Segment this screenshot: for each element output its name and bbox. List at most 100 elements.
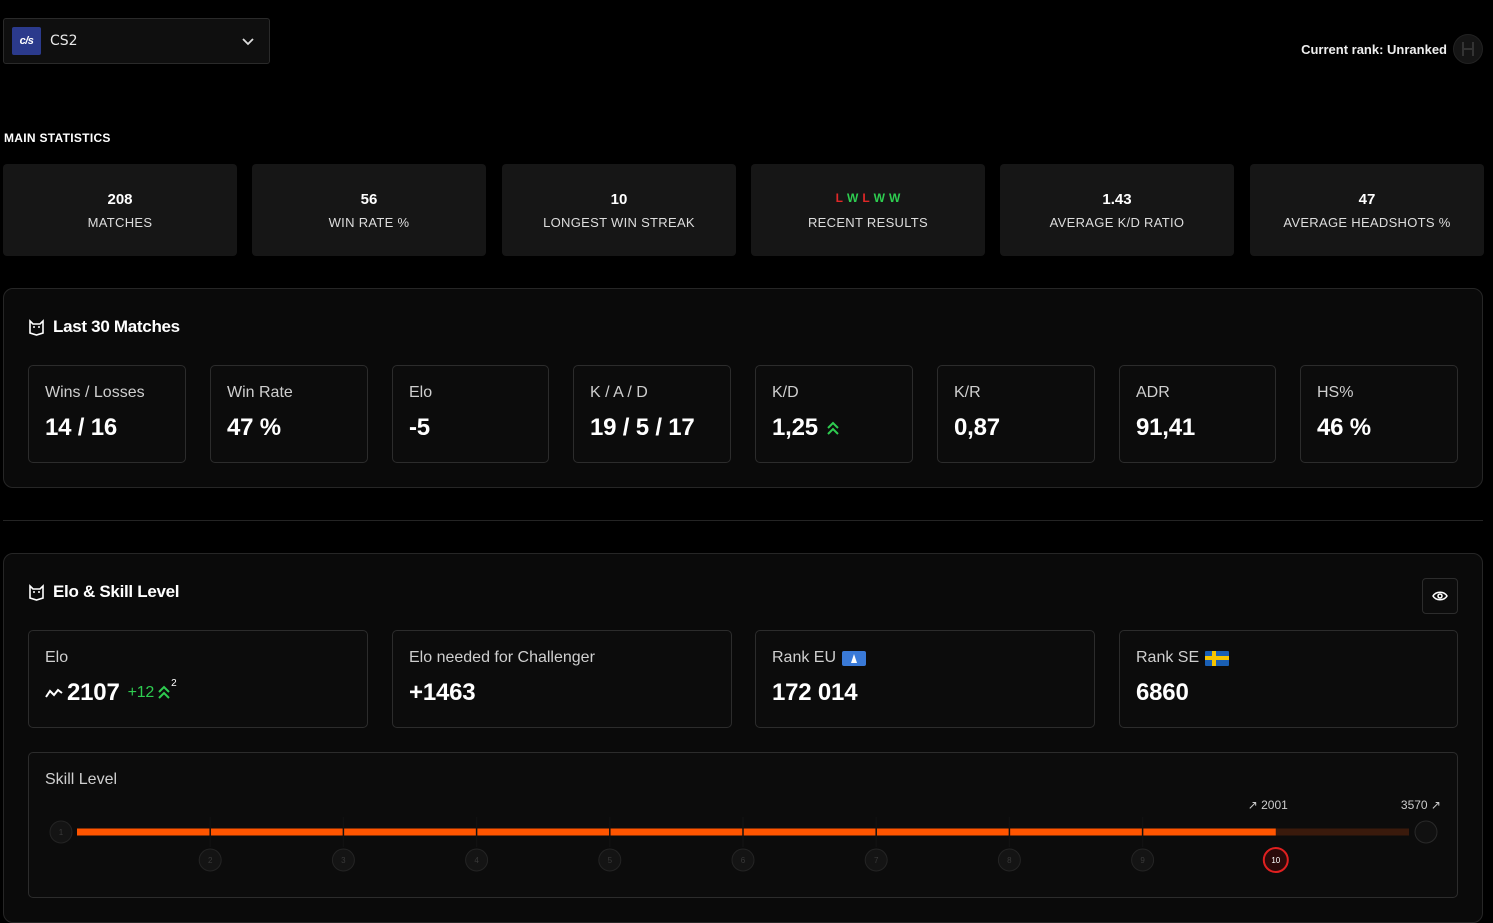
rank-eu-card: Rank EU 172 014 — [755, 630, 1095, 728]
stat-card-average-kd: 1.43 AVERAGE K/D RATIO — [1000, 164, 1234, 256]
card-label: Elo needed for Challenger — [409, 649, 595, 666]
rank-se-label: Rank SE — [1136, 649, 1200, 666]
card-value: 6860 — [1136, 679, 1189, 706]
elo-skill-title: Elo & Skill Level — [28, 582, 180, 602]
rank-eu-label: Rank EU — [772, 649, 837, 666]
skill-level-number: 3 — [341, 856, 346, 865]
kd-value: 1,25 — [772, 414, 818, 441]
card-value: 2107 +12 2 — [45, 678, 351, 707]
kr-card: K/R 0,87 — [937, 365, 1095, 463]
double-chevron-up-icon — [158, 685, 170, 699]
elo-delta-sup: 2 — [171, 678, 177, 689]
card-label: Elo — [409, 384, 433, 401]
chevron-down-icon — [242, 38, 254, 46]
card-label: K/R — [954, 384, 981, 401]
skill-level-number: 2 — [208, 856, 213, 865]
skill-level-number: 9 — [1140, 856, 1145, 865]
card-value: 47 % — [227, 414, 281, 441]
sweden-flag-icon — [1205, 650, 1230, 666]
skill-level-number: 8 — [1007, 856, 1012, 865]
stat-value: 1.43 — [1102, 190, 1132, 208]
faceit-icon — [29, 318, 44, 336]
skill-level-badge — [49, 820, 73, 844]
max-elo-marker: 3570 ↗ — [1401, 798, 1441, 812]
elo-value: 2107 — [67, 679, 120, 706]
stat-label: AVERAGE K/D RATIO — [1049, 214, 1185, 230]
card-value: 91,41 — [1136, 414, 1196, 441]
last-30-matches-title: Last 30 Matches — [28, 317, 180, 337]
card-label: Elo — [45, 649, 69, 666]
stat-value: 56 — [360, 190, 378, 208]
skill-level-badge — [997, 848, 1021, 872]
current-rank: Current rank: Unranked — [1301, 34, 1483, 64]
stat-card-win-rate: 56 WIN RATE % — [252, 164, 486, 256]
elo-change-card: Elo -5 — [392, 365, 549, 463]
card-value: 1,25 — [772, 414, 896, 442]
result-badge: L — [835, 190, 843, 205]
card-label: Rank EU — [772, 649, 1078, 667]
skill-level-badge — [331, 848, 355, 872]
stat-label: RECENT RESULTS — [807, 214, 929, 230]
stat-card-average-headshots: 47 AVERAGE HEADSHOTS % — [1250, 164, 1484, 256]
card-label: Win Rate — [227, 384, 293, 401]
card-label: ADR — [1136, 384, 1170, 401]
last-30-matches-panel: Last 30 Matches Wins / Losses 14 / 16 Wi… — [3, 288, 1483, 488]
skill-level-badge — [598, 848, 622, 872]
recent-results: L W L W W — [836, 191, 901, 209]
stat-label: LONGEST WIN STREAK — [543, 214, 695, 230]
card-label: K / A / D — [590, 384, 648, 401]
card-label: Wins / Losses — [45, 384, 145, 401]
stat-card-recent-results: L W L W W RECENT RESULTS — [751, 164, 985, 256]
kd-card: K/D 1,25 — [755, 365, 913, 463]
skill-level-number: 10 — [1271, 856, 1280, 865]
stat-value: 208 — [107, 190, 133, 208]
skill-level-number: 7 — [874, 856, 879, 865]
card-label: Rank SE — [1136, 649, 1441, 667]
hs-card: HS% 46 % — [1300, 365, 1458, 463]
stat-label: AVERAGE HEADSHOTS % — [1283, 214, 1451, 230]
skill-level-badge — [198, 848, 222, 872]
card-value: +1463 — [409, 679, 476, 706]
current-rank-label: Current rank: Unranked — [1301, 41, 1447, 57]
skill-level-badge — [465, 848, 489, 872]
rank-se-card: Rank SE 6860 — [1119, 630, 1458, 728]
divider — [3, 520, 1483, 521]
challenger-elo-card: Elo needed for Challenger +1463 — [392, 630, 732, 728]
card-value: 46 % — [1317, 414, 1371, 441]
panel-title-text: Elo & Skill Level — [53, 582, 180, 601]
result-badge: W — [847, 190, 859, 205]
card-value: 0,87 — [954, 414, 1000, 441]
eu-flag-icon — [842, 650, 867, 666]
stat-value: 10 — [610, 190, 628, 208]
skill-level-label: Skill Level — [45, 771, 118, 788]
stat-card-matches: 208 MATCHES — [3, 164, 237, 256]
toggle-visibility-button[interactable] — [1422, 578, 1458, 614]
skill-level-bar: 1 2 3 4 5 6 7 8 9 10 ↗ 2001 3570 ↗ — [49, 798, 1441, 873]
result-badge: W — [873, 190, 885, 205]
skill-level-badge — [864, 848, 888, 872]
win-rate-card: Win Rate 47 % — [210, 365, 368, 463]
skill-level-number: 6 — [741, 856, 746, 865]
rank-icon — [1453, 34, 1483, 64]
result-badge: L — [862, 190, 870, 205]
current-elo-marker: ↗ 2001 — [1248, 798, 1288, 812]
double-chevron-up-icon — [827, 421, 839, 435]
elo-skill-panel: Elo & Skill Level Elo 2107 +12 2 Elo nee… — [3, 553, 1483, 923]
skill-level-number: 5 — [608, 856, 613, 865]
card-label: K/D — [772, 384, 799, 401]
stat-value: 47 — [1358, 190, 1376, 208]
card-value: 172 014 — [772, 679, 858, 706]
result-badge: W — [889, 190, 901, 205]
game-selector[interactable]: c/s CS2 — [3, 18, 270, 64]
trend-icon — [45, 688, 63, 698]
card-value: 14 / 16 — [45, 414, 117, 441]
main-statistics-title: MAIN STATISTICS — [4, 131, 111, 145]
stat-card-longest-win-streak: 10 LONGEST WIN STREAK — [502, 164, 736, 256]
card-value: -5 — [409, 414, 430, 441]
elo-delta-value: +12 — [127, 684, 155, 701]
max-level-icon — [1414, 820, 1438, 844]
skill-level-badge — [1131, 848, 1155, 872]
game-name: CS2 — [50, 33, 78, 49]
faceit-icon — [29, 583, 44, 601]
stat-label: MATCHES — [87, 214, 153, 230]
